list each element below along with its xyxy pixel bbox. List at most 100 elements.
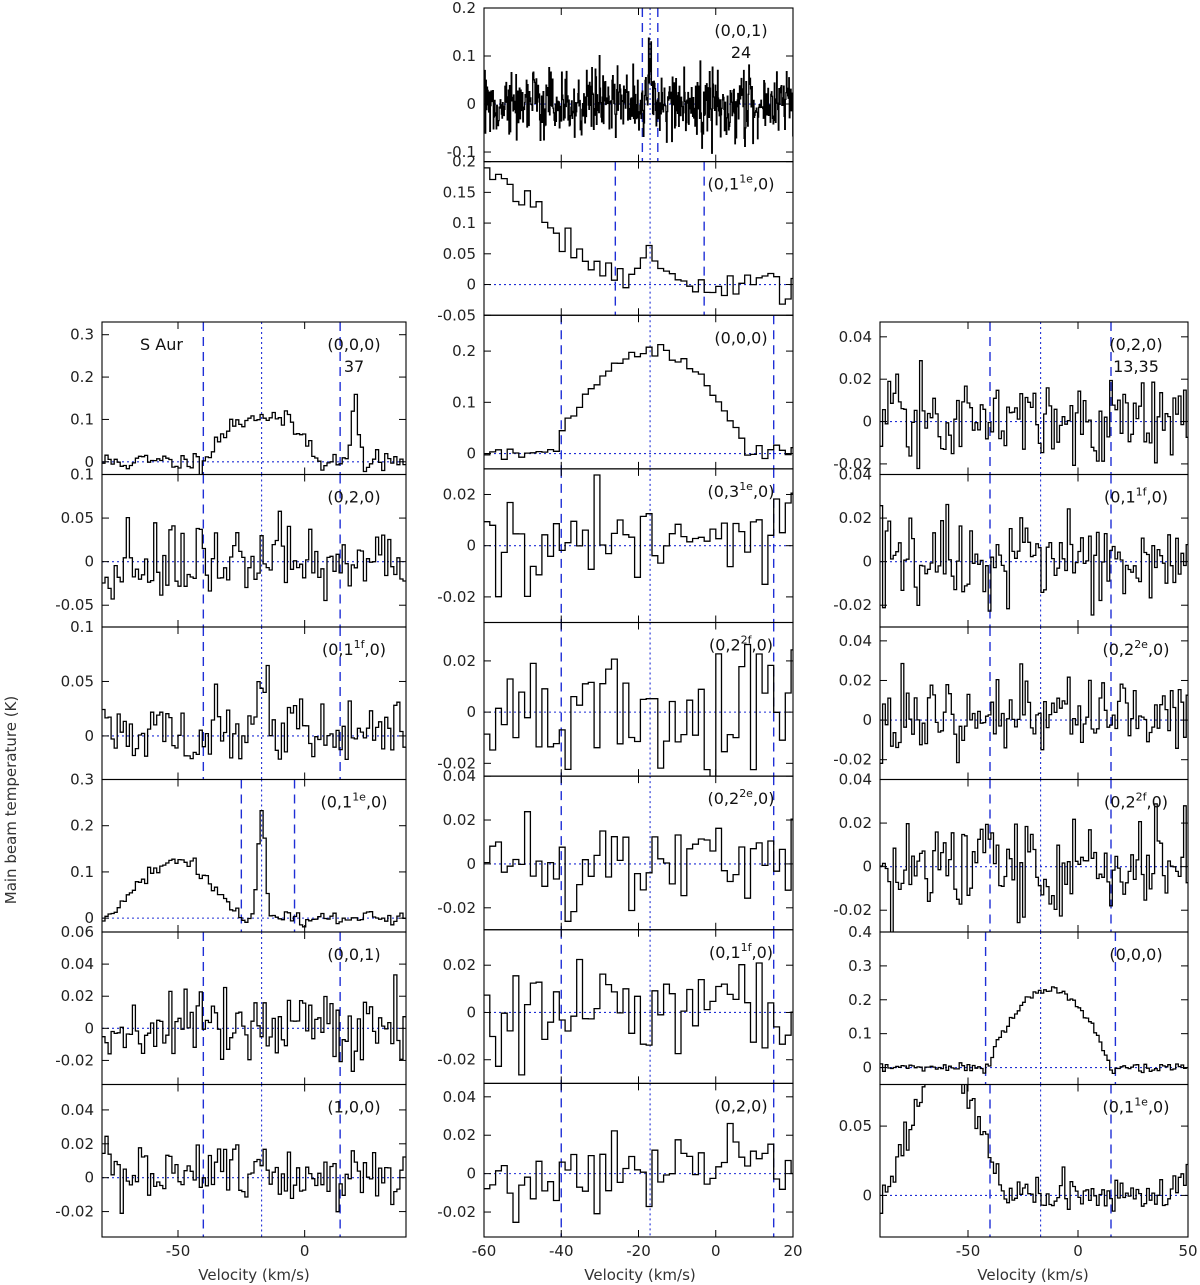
spectrum-panel: -0.02 0 0.02 0.04 (0,2,0) 13,35 [833,321,1189,476]
y-tick-label: 0.2 [452,153,476,171]
y-tick-label: -0.02 [55,1203,94,1221]
x-tick-label: -50 [166,1242,191,1260]
spectrum-trace [880,1084,1188,1214]
spectrum-trace [484,643,793,777]
transition-label: (1,0,0) [327,1098,380,1117]
transition-label: (0,11f​,0) [709,941,773,962]
y-tick-label: 0.1 [452,214,476,232]
spectrum-panel: -0.02 0 0.02 0.04 0.06 (0,0,1) [55,923,407,1086]
y-tick-label: 0 [466,95,476,113]
x-tick-label: 0 [300,1242,310,1260]
y-tick-label: 0.4 [848,923,872,941]
spectrum-trace [102,1135,406,1214]
y-tick-label: -0.02 [437,754,476,772]
y-tick-label: 0.02 [839,814,872,832]
x-tick-label: 20 [783,1242,802,1260]
transition-label: (0,22e​,0) [1103,638,1170,659]
y-tick-label: 0.02 [443,1126,476,1144]
y-tick-label: 0.04 [61,955,94,973]
line-count-label: 24 [731,43,751,62]
line-count-label: 37 [344,357,364,376]
spectrum-panel: -0.05 0 0.05 0.1 (0,2,0) [55,466,407,628]
y-tick-label: 0.04 [839,466,872,484]
y-tick-label: 0 [84,727,94,745]
y-tick-label: 0.2 [452,0,476,17]
y-tick-label: 0.05 [61,672,94,690]
y-tick-label: 0.15 [443,183,476,201]
spectrum-trace [102,510,406,602]
y-tick-label: 0.05 [61,509,94,527]
y-tick-label: 0 [862,1059,872,1077]
y-tick-label: 0 [466,855,476,873]
y-tick-label: -0.02 [55,1051,94,1069]
spectrum-trace [102,393,406,475]
x-tick-label: -60 [472,1242,497,1260]
y-tick-label: 0.02 [839,370,872,388]
y-tick-label: 0.1 [70,466,94,484]
transition-label: (0,2,0) [327,488,380,507]
spectrum-trace [880,986,1188,1075]
y-tick-label: 0.1 [452,47,476,65]
star-name-label: S Aur [140,335,183,354]
right-column-spectra: -0.02 0 0.02 0.04 (0,2,0) 13,35 -0.02 0 0.02 0.04… [833,321,1198,1260]
spectrum-panel: 0 0.1 0.2 0.3 (0,0,0) 37 S Aur [70,321,407,476]
x-tick-label: 50 [1178,1242,1197,1260]
y-tick-label: 0.1 [70,863,94,881]
spectrum-panel: -0.02 0 0.02 0.04 (0,22e​,0) [833,626,1189,781]
transition-label: (0,11f​,0) [322,638,386,659]
y-tick-label: 0.1 [452,393,476,411]
panel-frame [879,1083,1189,1238]
y-tick-label: 0 [84,909,94,927]
x-tick-label: 0 [711,1242,721,1260]
y-tick-label: 0.2 [70,817,94,835]
y-tick-label: 0.2 [70,368,94,386]
transition-label: (0,0,1) [714,21,767,40]
spectrum-trace [484,167,793,305]
y-tick-label: 0 [862,1186,872,1204]
y-tick-label: -0.05 [55,596,94,614]
spectrum-panel: -0.1 0 0.1 0.2 (0,0,1) 24 [447,0,794,163]
y-tick-label: 0.2 [452,342,476,360]
spectrum-panel: -0.02 0 0.02 (0,31e​,0) [437,468,794,624]
y-tick-label: -0.05 [437,306,476,324]
middle-column-spectra: -0.1 0 0.1 0.2 (0,0,1) 24 -0.05 0 0.05 0.1 0.15 0.2… [437,0,802,1260]
spectrum-trace [484,343,793,460]
y-tick-label: 0 [466,1165,476,1183]
transition-label: (0,11e​,0) [1103,1096,1170,1117]
spectrum-panel: 0 0.1 0.2 (0,0,0) [452,314,794,470]
spectrum-trace [880,803,1188,932]
spectrum-panel: -0.02 0 0.02 0.04 (0,22e​,0) [437,767,794,931]
spectrum-trace [102,974,406,1072]
spectrum-trace [484,1122,793,1223]
y-tick-label: -0.02 [833,751,872,769]
y-tick-label: 0.04 [839,632,872,650]
y-tick-label: 0 [862,858,872,876]
y-tick-label: -0.02 [833,596,872,614]
spectrum-panel: -0.02 0 0.02 0.04 (1,0,0) [55,1083,407,1238]
spectrum-trace [880,360,1188,470]
transition-label: (0,31e​,0) [708,480,775,501]
line-count-label: 13,35 [1113,357,1159,376]
transition-label: (0,2,0) [714,1096,767,1115]
y-tick-label: 0.04 [61,1101,94,1119]
y-tick-label: 0.02 [443,652,476,670]
panel-frame [101,1083,407,1238]
y-tick-label: 0 [862,711,872,729]
spectrum-panel: -0.02 0 0.02 (0,22f​,0) [437,621,794,777]
y-tick-label: 0.02 [61,987,94,1005]
spectrum-panel: -0.02 0 0.02 0.04 (0,2,0) [437,1082,794,1238]
spectrum-trace [484,811,793,922]
left-x-axis-title: Velocity (km/s) [198,1266,309,1284]
y-tick-label: 0 [84,1169,94,1187]
y-tick-label: 0 [84,1019,94,1037]
y-tick-label: 0 [84,453,94,471]
y-tick-label: -0.02 [833,455,872,473]
transition-label: (0,11f​,0) [1104,486,1168,507]
x-tick-label: -40 [549,1242,574,1260]
y-tick-label: -0.02 [833,901,872,919]
transition-label: (0,22e​,0) [708,787,775,808]
spectrum-trace [880,662,1188,764]
y-tick-label: 0.02 [839,509,872,527]
y-tick-label: 0.02 [443,956,476,974]
